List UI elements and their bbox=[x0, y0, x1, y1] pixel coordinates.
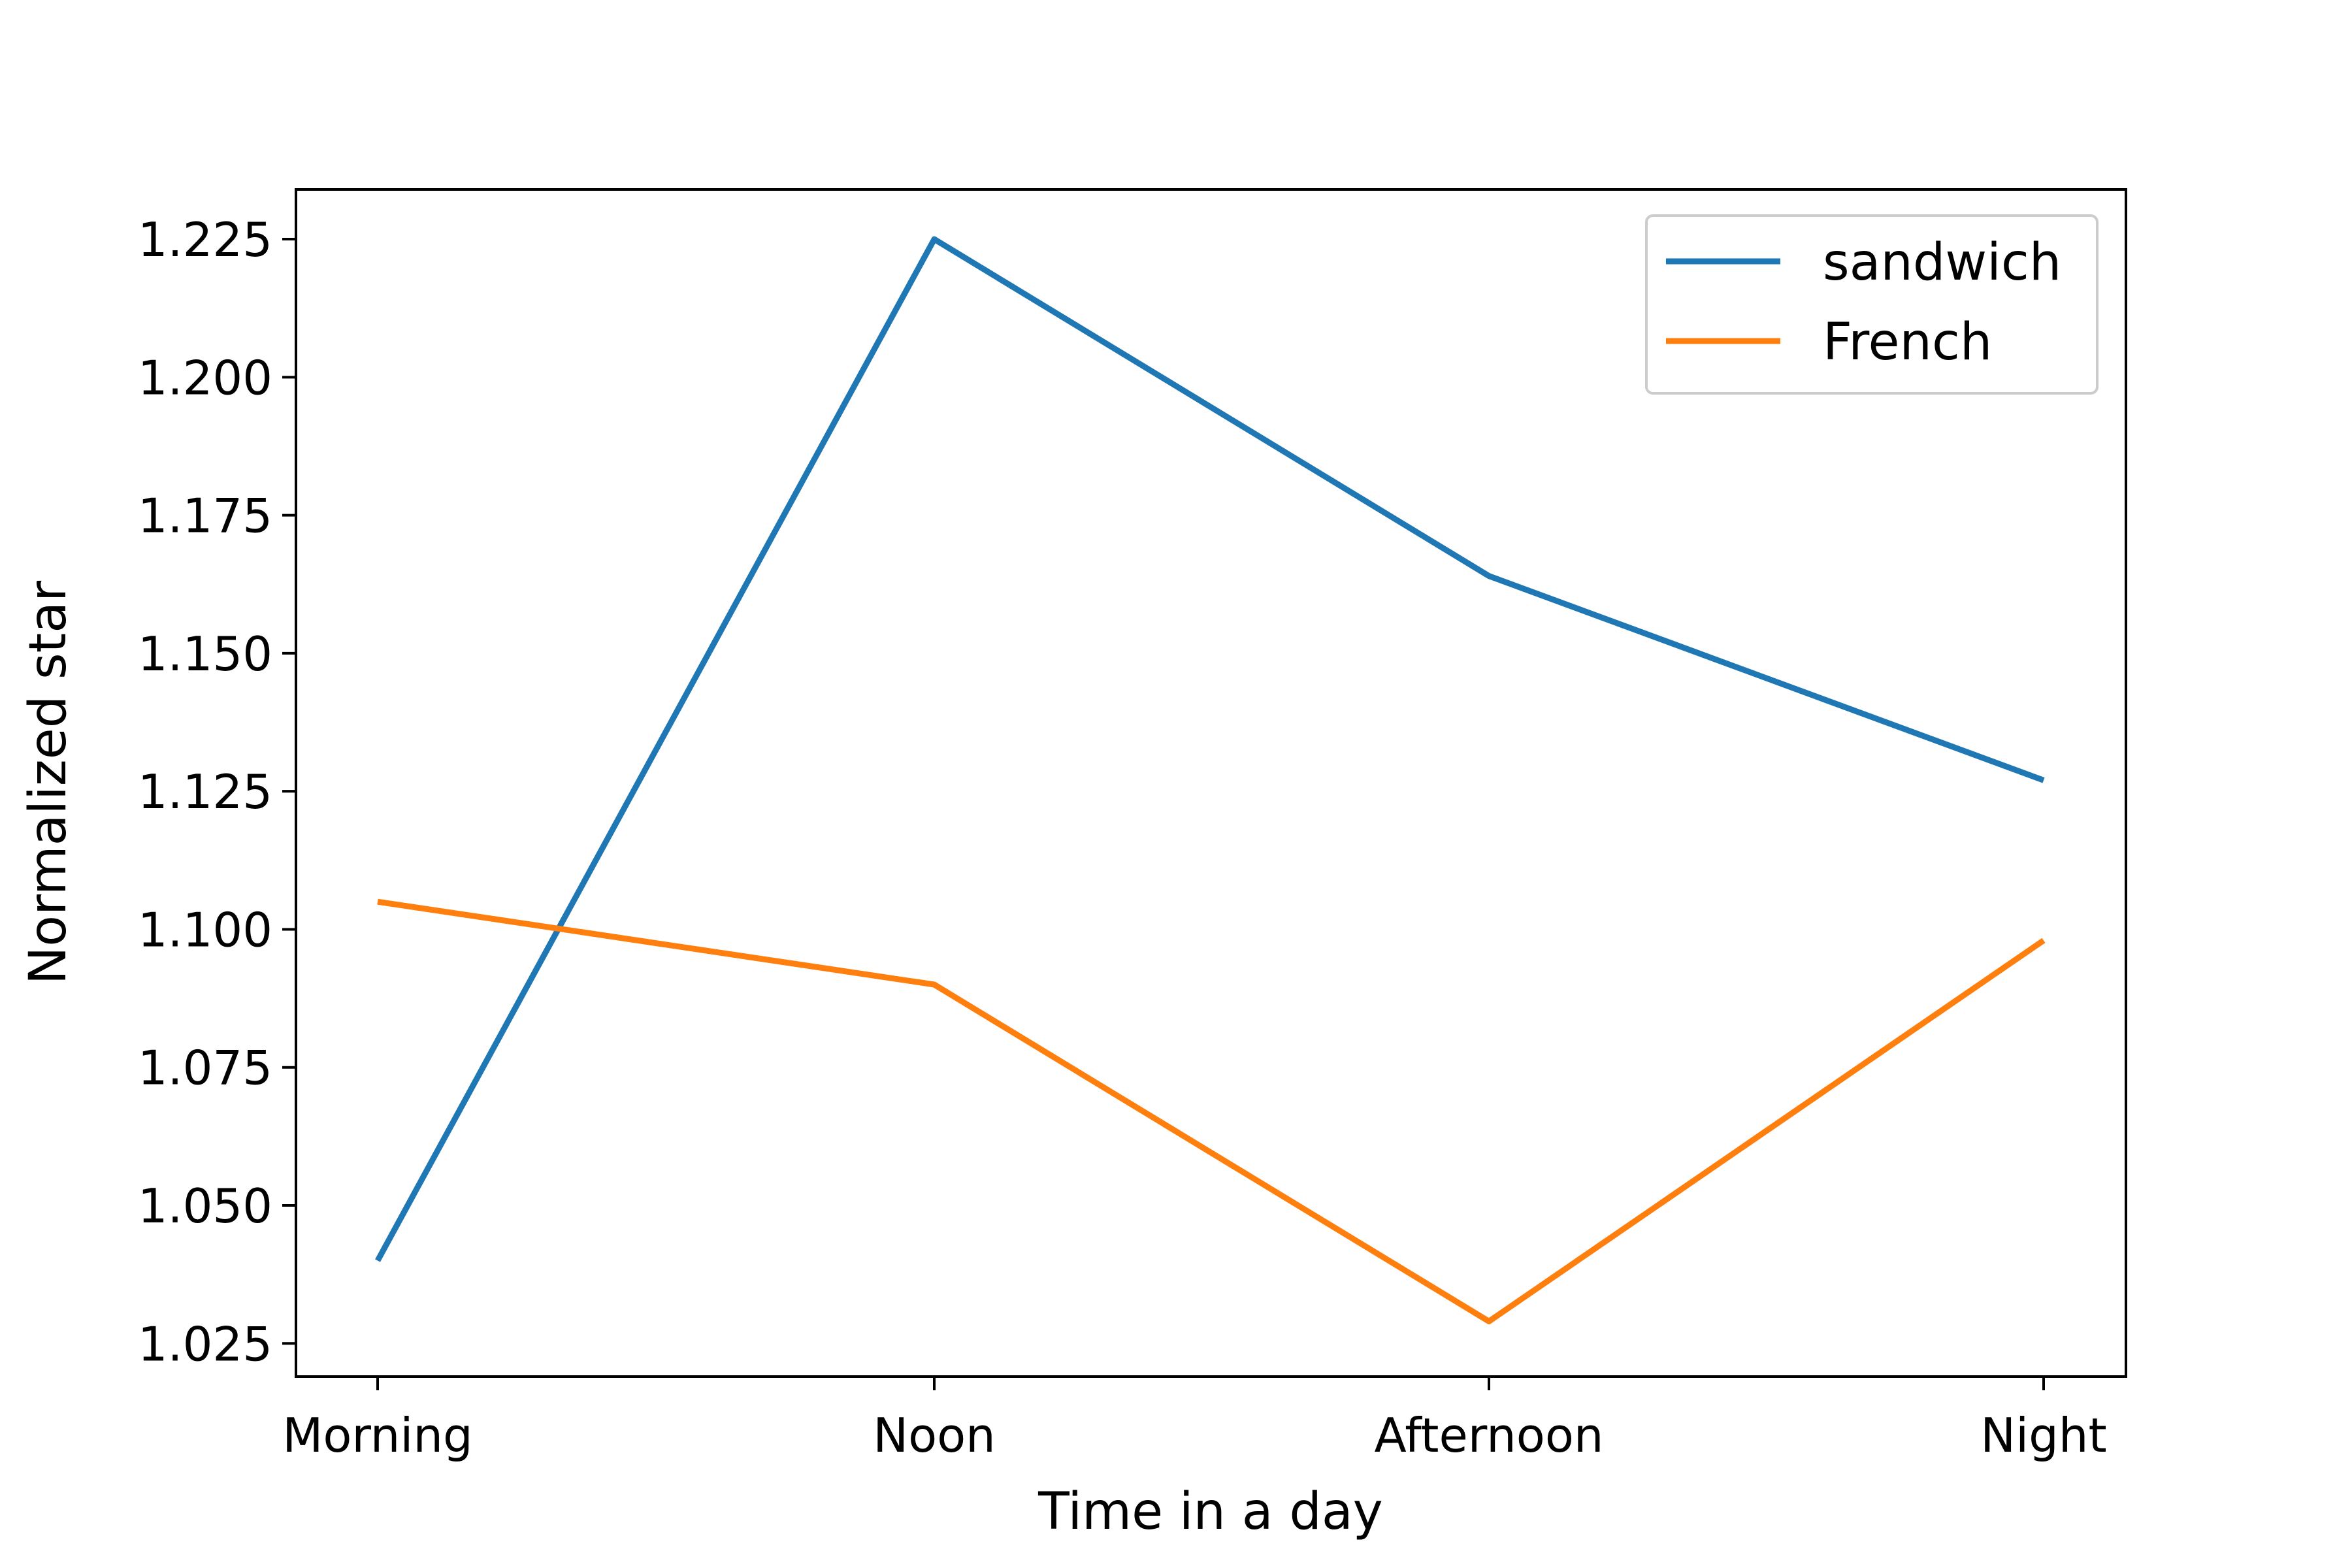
axes-frame bbox=[295, 188, 2127, 1378]
y-tick-label: 1.175 bbox=[138, 489, 272, 544]
x-axis-label: Time in a day bbox=[1037, 1482, 1383, 1541]
y-axis-label: Normalized star bbox=[19, 580, 78, 985]
x-tick-label: Night bbox=[1980, 1408, 2106, 1463]
series-line-sandwich bbox=[375, 236, 2045, 1262]
legend: sandwich French bbox=[1645, 214, 2099, 395]
y-tick-label: 1.025 bbox=[138, 1316, 272, 1371]
plot-area bbox=[295, 188, 2127, 1378]
legend-label-sandwich: sandwich bbox=[1823, 233, 2061, 292]
y-tick-label: 1.100 bbox=[138, 902, 272, 957]
x-tick-label: Afternoon bbox=[1375, 1408, 1604, 1463]
y-tick-label: 1.225 bbox=[138, 212, 272, 267]
x-tick-label: Morning bbox=[282, 1408, 472, 1463]
y-tick-label: 1.200 bbox=[138, 350, 272, 405]
x-tick-label: Noon bbox=[873, 1408, 996, 1463]
legend-label-french: French bbox=[1823, 313, 1992, 372]
series-line-french bbox=[377, 898, 2046, 1324]
y-tick-label: 1.050 bbox=[138, 1179, 272, 1233]
y-tick-label: 1.125 bbox=[138, 764, 272, 819]
y-tick-label: 1.150 bbox=[138, 627, 272, 681]
y-tick-label: 1.075 bbox=[138, 1041, 272, 1096]
axis-ticks: 1.025 1.050 1.075 1.100 1.125 1.150 1.175 1.200… bbox=[138, 212, 2107, 1463]
